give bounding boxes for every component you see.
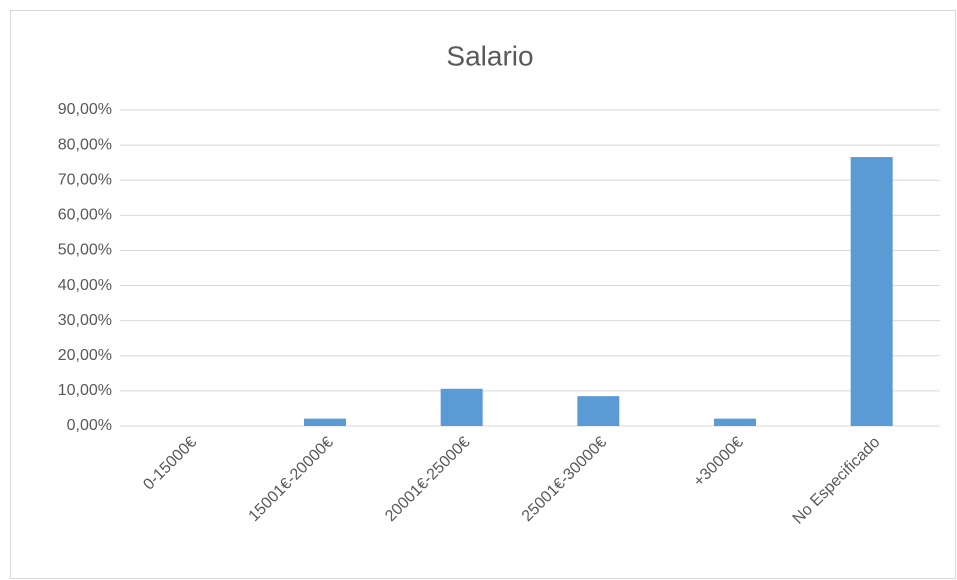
bar	[850, 157, 893, 426]
chart-border	[10, 10, 956, 579]
y-tick-label: 30,00%	[58, 312, 112, 329]
bar	[304, 418, 346, 426]
bar	[440, 388, 483, 426]
bar	[714, 418, 756, 426]
bar	[577, 396, 620, 426]
y-tick-label: 20,00%	[58, 347, 112, 364]
y-tick-label: 10,00%	[58, 382, 112, 399]
y-tick-label: 0,00%	[67, 417, 112, 434]
y-tick-label: 70,00%	[58, 171, 112, 188]
y-tick-label: 50,00%	[58, 242, 112, 259]
y-tick-label: 90,00%	[58, 101, 112, 118]
y-tick-label: 40,00%	[58, 277, 112, 294]
chart-title: Salario	[446, 40, 533, 71]
y-tick-label: 80,00%	[58, 136, 112, 153]
y-tick-label: 60,00%	[58, 207, 112, 224]
